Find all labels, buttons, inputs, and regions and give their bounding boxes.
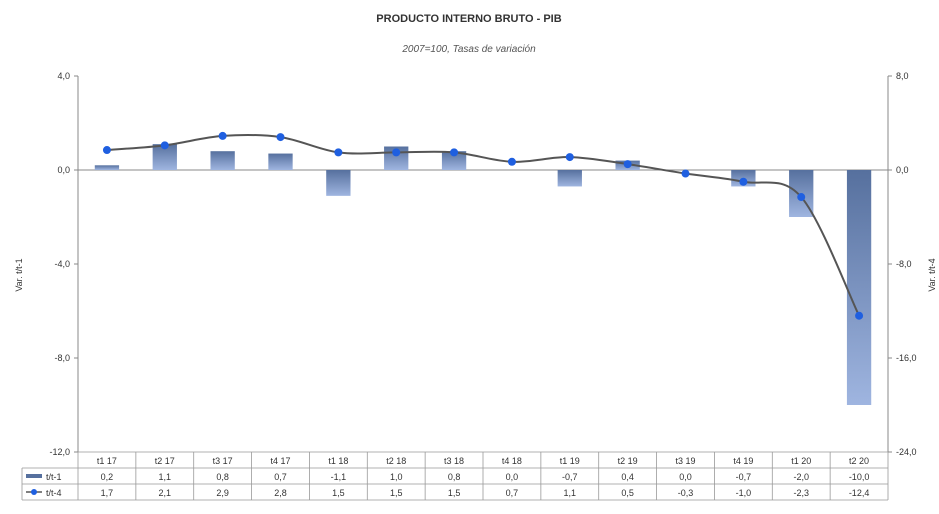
x-tick-label: t3 17 xyxy=(213,456,233,466)
line-point xyxy=(102,146,111,155)
legend-label: t/t-1 xyxy=(46,472,62,482)
line-point xyxy=(450,148,459,157)
x-tick-label: t4 19 xyxy=(733,456,753,466)
bar xyxy=(326,170,351,196)
bar xyxy=(557,170,582,187)
data-label: -2,3 xyxy=(793,488,809,498)
y-left-tick-label: -8,0 xyxy=(54,353,70,363)
data-label: -1,0 xyxy=(736,488,752,498)
legend-marker-swatch xyxy=(31,489,37,495)
data-label: 0,0 xyxy=(679,472,692,482)
data-label: 0,4 xyxy=(621,472,634,482)
data-label: 2,9 xyxy=(216,488,229,498)
x-tick-label: t3 18 xyxy=(444,456,464,466)
bar xyxy=(846,170,872,405)
data-label: 1,0 xyxy=(390,472,403,482)
data-label: -0,7 xyxy=(562,472,578,482)
legend-label: t/t-4 xyxy=(46,488,62,498)
y-right-tick-label: -8,0 xyxy=(896,259,912,269)
x-tick-label: t3 19 xyxy=(675,456,695,466)
line-point xyxy=(334,148,343,157)
data-label: 0,0 xyxy=(506,472,519,482)
x-tick-label: t2 19 xyxy=(618,456,638,466)
data-label: 1,5 xyxy=(332,488,345,498)
legend-bar-swatch xyxy=(26,474,42,478)
line-point xyxy=(797,193,806,202)
line-point xyxy=(507,157,516,166)
data-label: 1,5 xyxy=(390,488,403,498)
x-tick-label: t2 18 xyxy=(386,456,406,466)
bar xyxy=(210,151,235,170)
data-label: 0,7 xyxy=(274,472,287,482)
y-left-tick-label: -12,0 xyxy=(49,447,70,457)
data-label: 0,8 xyxy=(448,472,461,482)
data-label: -10,0 xyxy=(849,472,870,482)
x-tick-label: t2 17 xyxy=(155,456,175,466)
x-tick-label: t1 19 xyxy=(560,456,580,466)
line-point xyxy=(160,141,169,150)
data-label: 2,8 xyxy=(274,488,287,498)
y-axis-right-label: Var. t/t-4 xyxy=(927,258,937,291)
data-label: 1,7 xyxy=(101,488,114,498)
data-label: -2,0 xyxy=(793,472,809,482)
line-point xyxy=(276,133,285,142)
line-point xyxy=(681,169,690,178)
data-label: -12,4 xyxy=(849,488,870,498)
x-tick-label: t1 20 xyxy=(791,456,811,466)
chart-title: PRODUCTO INTERNO BRUTO - PIB xyxy=(376,13,561,25)
y-right-tick-label: 8,0 xyxy=(896,71,909,81)
line-point xyxy=(218,131,227,140)
y-right-tick-label: -24,0 xyxy=(896,447,917,457)
x-tick-label: t2 20 xyxy=(849,456,869,466)
data-label: 0,5 xyxy=(621,488,634,498)
data-label: -0,7 xyxy=(736,472,752,482)
y-left-tick-label: 4,0 xyxy=(57,71,70,81)
bar xyxy=(441,151,467,170)
data-label: 0,8 xyxy=(216,472,229,482)
y-left-tick-label: -4,0 xyxy=(54,259,70,269)
line-point xyxy=(739,177,748,186)
x-tick-label: t4 17 xyxy=(270,456,290,466)
data-label: 2,1 xyxy=(159,488,172,498)
x-tick-label: t1 18 xyxy=(328,456,348,466)
data-label: -1,1 xyxy=(331,472,347,482)
data-label: 0,7 xyxy=(506,488,519,498)
y-right-tick-label: -16,0 xyxy=(896,353,917,363)
series-line-t-t-4 xyxy=(106,133,860,317)
line-point xyxy=(392,148,401,157)
bar xyxy=(94,165,120,170)
x-tick-label: t4 18 xyxy=(502,456,522,466)
data-label: 0,2 xyxy=(101,472,114,482)
data-label: -0,3 xyxy=(678,488,694,498)
line-point xyxy=(623,160,632,169)
bar xyxy=(268,153,293,170)
line-point xyxy=(565,153,574,162)
data-label: 1,5 xyxy=(448,488,461,498)
y-left-tick-label: 0,0 xyxy=(57,165,70,175)
y-right-tick-label: 0,0 xyxy=(896,165,909,175)
y-axis-left-label: Var. t/t-1 xyxy=(14,258,24,291)
data-label: 1,1 xyxy=(564,488,577,498)
data-label: 1,1 xyxy=(159,472,172,482)
line-point xyxy=(855,311,864,320)
chart-subtitle: 2007=100, Tasas de variación xyxy=(401,44,536,55)
x-tick-label: t1 17 xyxy=(97,456,117,466)
